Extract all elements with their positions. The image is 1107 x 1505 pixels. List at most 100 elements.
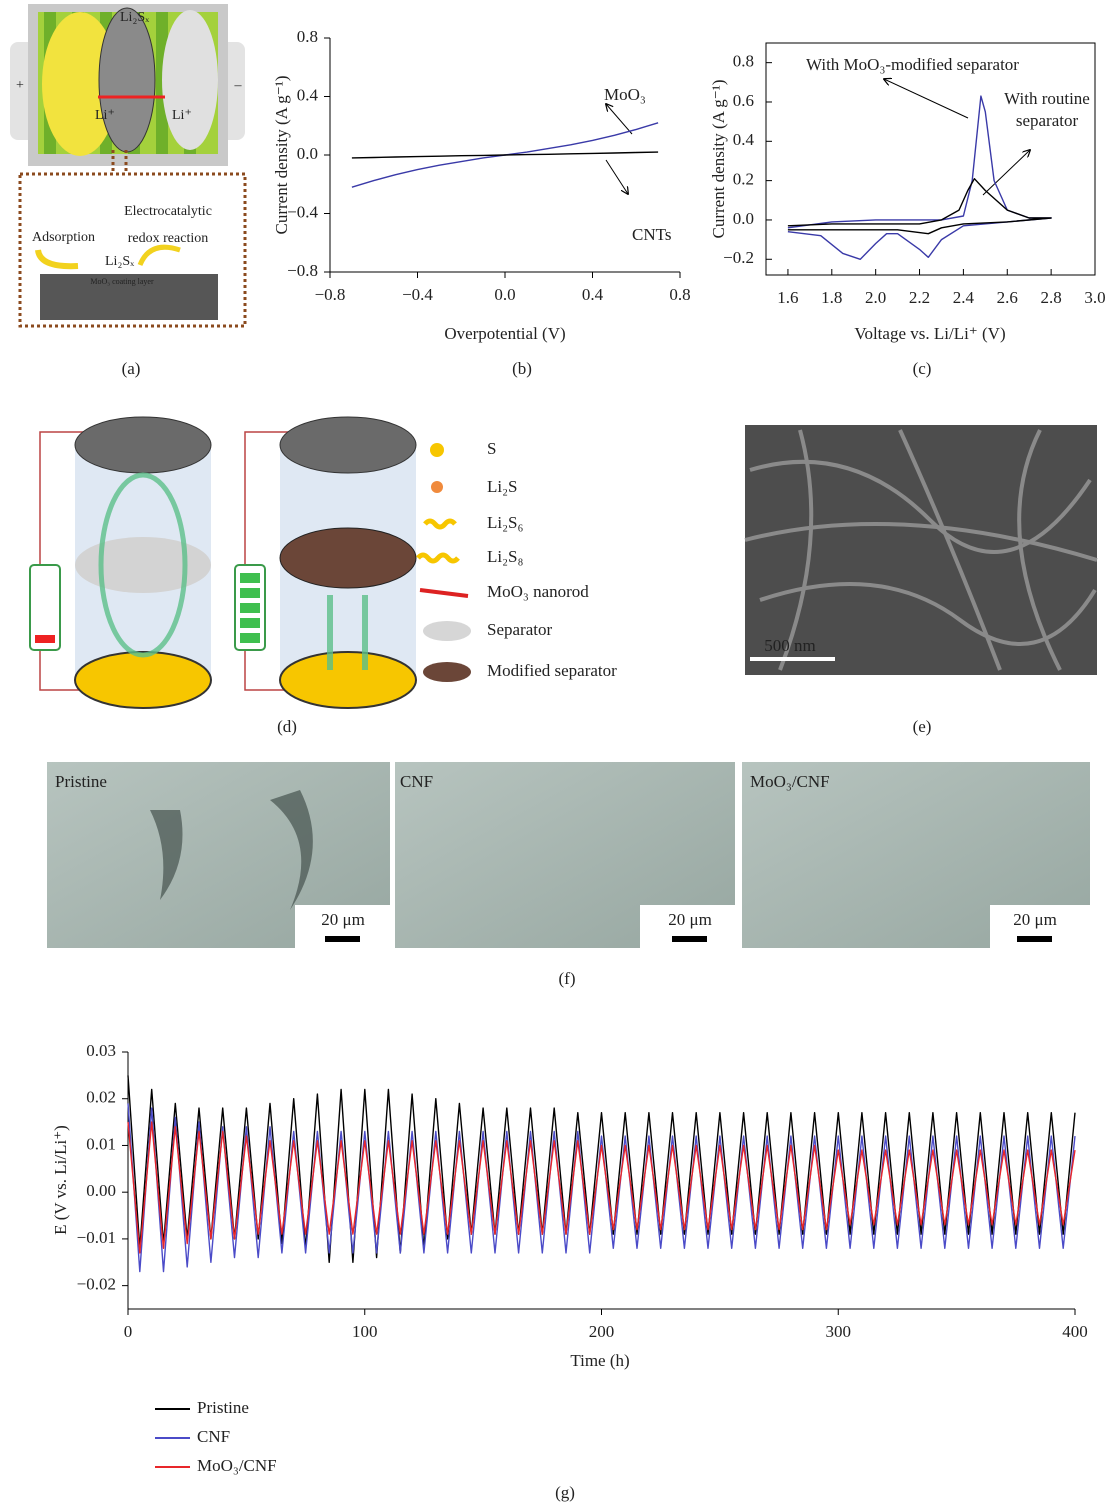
- panel-label: (e): [913, 717, 932, 736]
- data-line: [788, 179, 1051, 234]
- legend-label: Li₂S₈: [487, 547, 523, 566]
- annotation: With MoO₃-modified separator: [806, 55, 1019, 74]
- data-line: [352, 152, 658, 158]
- annotation-box: With routine separator: [1002, 88, 1092, 168]
- x-tick-label: 100: [352, 1322, 378, 1341]
- annotation: MoO₃: [604, 85, 646, 104]
- label: Li⁺: [95, 108, 115, 123]
- annotation: CNTs: [632, 225, 671, 244]
- legend-icon: [418, 555, 458, 561]
- y-tick-label: −0.2: [723, 248, 754, 267]
- legend-icon: [431, 481, 443, 493]
- x-tick-label: 0.0: [494, 285, 515, 304]
- legend-label: Modified separator: [487, 661, 617, 680]
- y-tick-label: 0.4: [297, 85, 319, 104]
- scale-bar-label: 500 nm: [764, 636, 815, 655]
- y-axis-label: Current density (A g⁻¹): [272, 75, 291, 234]
- anode: [162, 10, 218, 150]
- image-label: MoO₃/CNF: [750, 772, 830, 791]
- image-label: Pristine: [55, 772, 107, 791]
- label: –: [234, 78, 243, 93]
- legend-icon: [423, 662, 471, 682]
- y-tick-label: 0.4: [733, 130, 755, 149]
- panel-label: (a): [122, 359, 141, 378]
- legend-label: Pristine: [197, 1398, 249, 1417]
- x-tick-label: 1.8: [821, 288, 842, 307]
- y-tick-label: 0.8: [733, 52, 754, 71]
- y-tick-label: 0.2: [733, 170, 754, 189]
- x-tick-label: 0.4: [582, 285, 604, 304]
- y-tick-label: 0.0: [297, 144, 318, 163]
- label: Electrocatalytic: [124, 204, 212, 219]
- separator: [75, 537, 211, 593]
- chart: −0.8−0.40.00.40.8−0.8−0.40.00.40.8Overpo…: [272, 27, 691, 343]
- x-tick-label: −0.4: [402, 285, 433, 304]
- figure: Li₂Sₓ Li⁺ Li⁺ + – Adsorption Electrocata…: [0, 0, 1107, 1505]
- x-axis-label: Overpotential (V): [444, 324, 565, 343]
- y-tick-label: −0.8: [287, 261, 318, 280]
- legend-icon: [430, 443, 444, 457]
- label: Li₂Sₓ: [120, 10, 150, 25]
- label: redox reaction: [128, 231, 208, 246]
- arrow: [140, 247, 180, 265]
- annotation: With routine separator: [1002, 88, 1092, 132]
- panel-label: (c): [913, 359, 932, 378]
- y-tick-label: −0.01: [77, 1228, 116, 1247]
- electrode: [75, 417, 211, 473]
- legend-label: MoO₃/CNF: [197, 1456, 277, 1475]
- x-tick-label: 1.6: [777, 288, 798, 307]
- x-tick-label: 2.2: [909, 288, 930, 307]
- data-line: [128, 1075, 1075, 1262]
- label: MoO₃ coating layer: [90, 277, 154, 286]
- legend-icon: [425, 521, 455, 527]
- y-tick-label: −0.02: [77, 1275, 116, 1294]
- image-label: CNF: [400, 772, 433, 791]
- panel-label: (b): [512, 359, 532, 378]
- x-tick-label: 2.8: [1041, 288, 1062, 307]
- legend-icon: [420, 590, 468, 596]
- separator: [99, 8, 155, 152]
- arrow: [38, 250, 78, 266]
- x-tick-label: 200: [589, 1322, 615, 1341]
- panel-d: [30, 417, 471, 708]
- y-axis-label: Current density (A g⁻¹): [709, 79, 728, 238]
- data-line: [128, 1103, 1075, 1271]
- x-tick-label: 2.4: [953, 288, 975, 307]
- scale-bar-label: 20 μm: [321, 910, 365, 929]
- x-axis-label: Time (h): [570, 1351, 629, 1370]
- y-tick-label: 0.6: [733, 91, 754, 110]
- panel-e: 500 nm: [745, 425, 1097, 675]
- cathode: [280, 652, 416, 708]
- y-axis-label: E (V vs. Li/Li⁺): [51, 1125, 70, 1235]
- panel-a: Li₂Sₓ Li⁺ Li⁺ + – Adsorption Electrocata…: [10, 4, 245, 326]
- legend-label: MoO₃ nanorod: [487, 582, 589, 601]
- legend-label: Li₂S: [487, 477, 518, 496]
- chart: 0100200300400−0.02−0.010.000.010.020.03T…: [51, 1041, 1088, 1475]
- legend-label: S: [487, 439, 496, 458]
- label: +: [16, 78, 24, 93]
- y-tick-label: 0.02: [86, 1088, 116, 1107]
- scale-bar-label: 20 μm: [668, 910, 712, 929]
- y-tick-label: −0.4: [287, 202, 318, 221]
- panel-label: (g): [555, 1483, 575, 1502]
- x-tick-label: 400: [1062, 1322, 1088, 1341]
- modified-separator: [280, 528, 416, 588]
- panel-label: (f): [559, 969, 576, 988]
- label: Li⁺: [172, 108, 192, 123]
- label: Adsorption: [32, 230, 95, 245]
- x-tick-label: −0.8: [315, 285, 346, 304]
- cathode: [75, 652, 211, 708]
- label: Li₂Sₓ: [105, 254, 135, 269]
- legend-label: Separator: [487, 620, 552, 639]
- x-axis-label: Voltage vs. Li/Li⁺ (V): [854, 324, 1005, 343]
- panel-f: Pristine CNF MoO₃/CNF 20 μm 20 μm 20 μm: [47, 762, 1090, 948]
- electrode: [280, 417, 416, 473]
- y-tick-label: 0.8: [297, 27, 318, 46]
- legend-label: Li₂S₆: [487, 513, 523, 532]
- scale-bar-label: 20 μm: [1013, 910, 1057, 929]
- x-tick-label: 300: [826, 1322, 852, 1341]
- y-tick-label: 0.0: [733, 209, 754, 228]
- panel-label: (d): [277, 717, 297, 736]
- x-tick-label: 2.0: [865, 288, 886, 307]
